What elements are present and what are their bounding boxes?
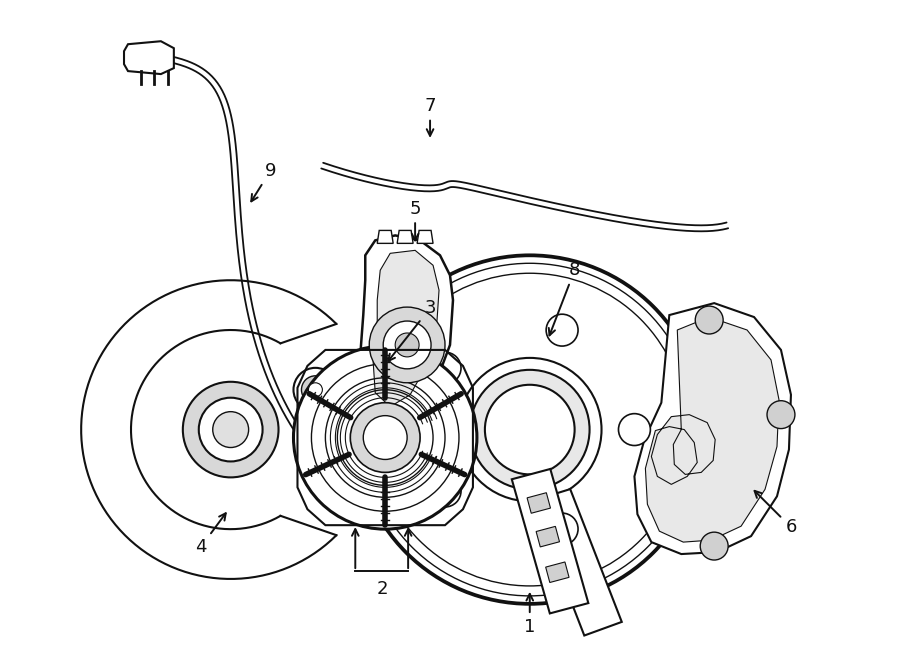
Polygon shape — [377, 231, 393, 243]
Text: 1: 1 — [524, 594, 536, 636]
Polygon shape — [545, 562, 569, 582]
Circle shape — [429, 475, 461, 507]
Circle shape — [395, 333, 419, 357]
Polygon shape — [536, 526, 560, 547]
Polygon shape — [512, 469, 589, 613]
Circle shape — [302, 376, 329, 404]
Circle shape — [618, 414, 651, 446]
Text: 6: 6 — [754, 491, 796, 536]
Polygon shape — [634, 303, 791, 554]
Circle shape — [767, 401, 795, 428]
Polygon shape — [360, 235, 453, 424]
Circle shape — [199, 398, 263, 461]
Circle shape — [364, 416, 407, 459]
Polygon shape — [320, 392, 346, 418]
Circle shape — [485, 385, 574, 475]
Text: 9: 9 — [251, 162, 276, 202]
Polygon shape — [417, 231, 433, 243]
Polygon shape — [645, 317, 779, 542]
Polygon shape — [527, 492, 551, 513]
Circle shape — [293, 368, 338, 412]
Circle shape — [546, 314, 578, 346]
Text: 5: 5 — [410, 200, 421, 241]
Circle shape — [383, 321, 431, 369]
Circle shape — [470, 370, 590, 489]
Polygon shape — [315, 447, 340, 477]
Polygon shape — [124, 41, 174, 74]
Circle shape — [369, 307, 445, 383]
Polygon shape — [374, 251, 439, 407]
Circle shape — [309, 383, 322, 397]
Text: 3: 3 — [388, 299, 436, 361]
Circle shape — [695, 306, 724, 334]
Circle shape — [429, 352, 461, 384]
Text: 7: 7 — [424, 97, 436, 136]
Circle shape — [183, 382, 278, 477]
Circle shape — [356, 255, 704, 604]
Polygon shape — [397, 231, 413, 243]
Circle shape — [458, 358, 601, 501]
Circle shape — [350, 403, 420, 473]
Circle shape — [293, 346, 477, 529]
Circle shape — [700, 532, 728, 560]
Text: 2: 2 — [376, 580, 388, 598]
Text: 8: 8 — [549, 261, 580, 335]
Text: 4: 4 — [195, 513, 226, 556]
Polygon shape — [532, 489, 622, 635]
Circle shape — [546, 513, 578, 545]
Circle shape — [212, 412, 248, 447]
